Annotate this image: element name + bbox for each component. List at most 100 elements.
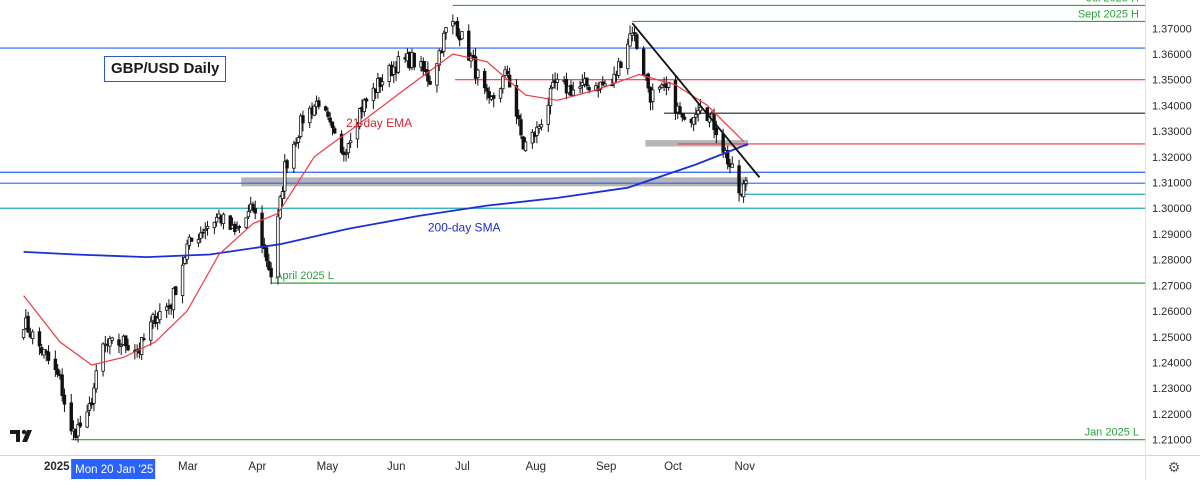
candle-body xyxy=(323,106,328,111)
price-axis-background xyxy=(1145,0,1200,480)
candle-body xyxy=(285,160,289,169)
candle-body xyxy=(283,161,287,192)
candle-body xyxy=(678,106,682,115)
settings-gear-icon[interactable]: ⚙ xyxy=(1167,459,1181,475)
tradingview-logo-icon xyxy=(10,428,38,444)
x-tick-label: Jul xyxy=(455,461,470,473)
candle-body xyxy=(76,424,80,437)
candle-body xyxy=(435,63,439,86)
candle-body xyxy=(330,121,335,129)
candle-body xyxy=(251,203,255,211)
candle-body xyxy=(30,331,35,339)
x-tick-label: Sep xyxy=(596,461,616,473)
candle-body xyxy=(616,61,621,76)
downtrend-line xyxy=(631,22,761,178)
candle-body xyxy=(657,86,662,90)
candle-body xyxy=(312,105,316,116)
candle-body xyxy=(26,315,30,333)
candle-body xyxy=(62,394,67,405)
crosshair-date-label: Mon 20 Jan '25 xyxy=(75,464,153,476)
candle-body xyxy=(710,112,714,115)
candle-body xyxy=(174,286,178,296)
x-tick-label: 2025 xyxy=(44,461,70,473)
candle-body xyxy=(505,71,510,75)
y-tick-label: 1.27000 xyxy=(1152,280,1192,292)
candle-body xyxy=(171,288,176,311)
candle-body xyxy=(635,34,639,49)
candle-body xyxy=(108,338,112,347)
x-tick-label: Oct xyxy=(664,461,683,473)
candle-body xyxy=(333,128,337,134)
x-tick-label: Jun xyxy=(387,461,406,473)
candle-body xyxy=(126,345,130,351)
indicator-annotation: 200-day SMA xyxy=(428,220,501,234)
candle-body xyxy=(185,243,189,260)
candle-body xyxy=(673,80,678,114)
candle-body xyxy=(180,264,185,296)
candle-body xyxy=(119,344,123,347)
x-tick-label: Mar xyxy=(178,461,198,473)
candle-body xyxy=(296,137,301,143)
candle-body xyxy=(548,87,553,107)
candle-body xyxy=(396,56,401,73)
candle-body xyxy=(619,61,623,69)
candle-body xyxy=(348,140,353,144)
candle-body xyxy=(253,208,257,214)
candle-body xyxy=(201,231,205,234)
y-tick-label: 1.37000 xyxy=(1152,23,1192,35)
candle-body xyxy=(317,100,321,107)
candle-body xyxy=(358,108,362,127)
level-annotation: Jul 2025 H xyxy=(1086,0,1139,4)
candle-body xyxy=(737,165,741,194)
candle-body xyxy=(555,78,560,83)
candle-body xyxy=(292,143,296,169)
candle-body xyxy=(60,374,64,396)
candle-body xyxy=(90,402,94,406)
candle-body xyxy=(601,81,605,85)
candle-body xyxy=(698,106,703,112)
candle-body xyxy=(280,191,285,200)
y-tick-label: 1.31000 xyxy=(1152,178,1192,190)
candle-body xyxy=(442,32,446,52)
candle-body xyxy=(371,87,376,101)
candle-body xyxy=(269,267,273,278)
candle-body xyxy=(660,84,664,88)
candle-body xyxy=(691,116,696,125)
candle-body xyxy=(142,338,146,340)
candle-body xyxy=(85,411,89,428)
x-tick-label: Aug xyxy=(526,461,546,473)
candle-body xyxy=(101,343,105,372)
candle-body xyxy=(721,133,725,153)
candle-body xyxy=(714,127,719,136)
indicator-annotation: 21-day EMA xyxy=(346,116,412,130)
support-resistance-zone xyxy=(645,140,749,147)
x-tick-label: Nov xyxy=(735,461,756,473)
candle-body xyxy=(94,370,98,390)
candle-body xyxy=(139,337,144,355)
candle-body xyxy=(203,228,207,232)
candle-body xyxy=(362,99,366,113)
candle-body xyxy=(78,422,83,427)
candle-body xyxy=(501,76,505,90)
sma-200-line xyxy=(23,143,749,259)
candle-body xyxy=(346,143,351,154)
candle-body xyxy=(426,69,430,82)
y-tick-label: 1.35000 xyxy=(1152,75,1192,87)
candle-body xyxy=(235,228,239,231)
candle-body xyxy=(237,226,242,228)
candle-body xyxy=(276,215,280,278)
candle-body xyxy=(744,180,748,184)
candle-body xyxy=(380,81,385,86)
candle-body xyxy=(485,87,489,92)
candle-body xyxy=(298,115,303,137)
candle-body xyxy=(680,113,684,118)
level-annotation: Sept 2025 H xyxy=(1078,8,1139,20)
candle-body xyxy=(214,216,219,223)
candle-body xyxy=(21,329,26,339)
candle-body xyxy=(421,61,426,72)
candle-body xyxy=(651,89,655,102)
y-tick-label: 1.21000 xyxy=(1152,435,1192,447)
candle-body xyxy=(530,131,535,144)
